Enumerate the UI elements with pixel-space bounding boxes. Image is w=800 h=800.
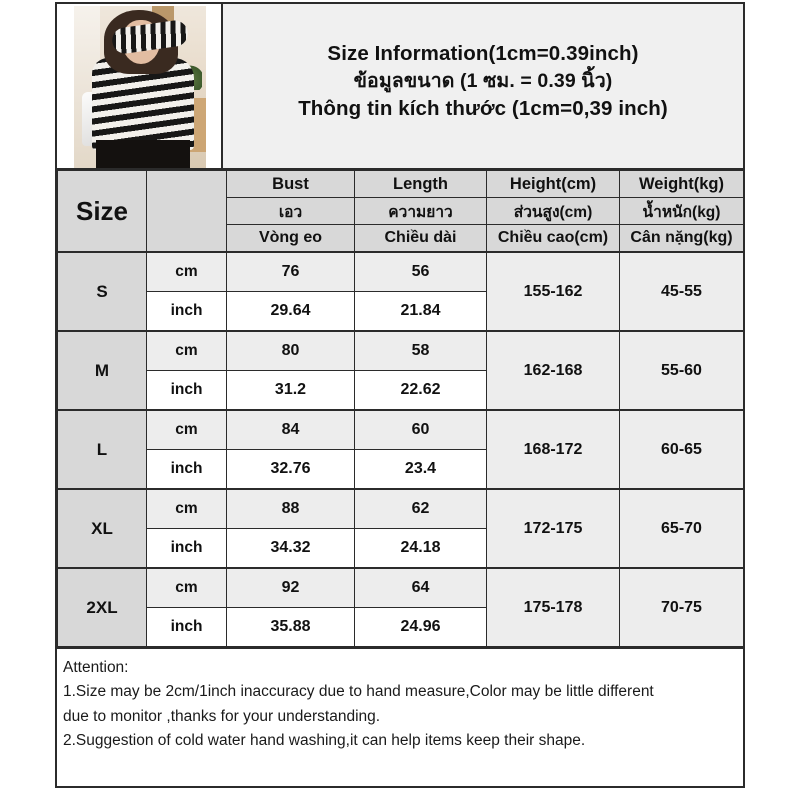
row-length-cm: 60 xyxy=(354,409,487,450)
row-length-inch: 24.18 xyxy=(354,528,487,569)
header-height-th: ส่วนสูง(cm) xyxy=(486,197,620,225)
attention-block: Attention: 1.Size may be 2cm/1inch inacc… xyxy=(57,647,743,761)
row-height: 168-172 xyxy=(486,409,620,490)
table-row: inch 35.88 24.96 xyxy=(58,607,744,647)
row-weight: 45-55 xyxy=(619,251,744,332)
photo-pants xyxy=(96,140,190,168)
row-length-inch: 23.4 xyxy=(354,449,487,490)
row-unit-inch: inch xyxy=(146,370,227,411)
attention-line-2: due to monitor ,thanks for your understa… xyxy=(63,707,381,725)
table-header-row-th: เอว ความยาว ส่วนสูง(cm) น้ำหนัก(kg) xyxy=(58,197,744,225)
title-thai: ข้อมูลขนาด (1 ซม. = 0.39 นิ้ว) xyxy=(353,70,613,93)
table-row: inch 34.32 24.18 xyxy=(58,528,744,569)
row-bust-cm: 80 xyxy=(226,330,355,371)
row-bust-cm: 92 xyxy=(226,567,355,608)
header-weight-th: น้ำหนัก(kg) xyxy=(619,197,744,225)
row-length-cm: 56 xyxy=(354,251,487,292)
row-height: 162-168 xyxy=(486,330,620,411)
row-bust-cm: 84 xyxy=(226,409,355,450)
row-length-inch: 24.96 xyxy=(354,607,487,647)
table-row: 2XL cm 92 64 175-178 70-75 xyxy=(57,567,744,647)
row-unit-cm: cm xyxy=(146,488,227,529)
header-bust-en: Bust xyxy=(226,170,355,198)
size-table: Size Bust Length Height(cm) Weight(kg) เ… xyxy=(57,170,744,647)
header-band: Size Information(1cm=0.39inch) ข้อมูลขนา… xyxy=(57,4,743,170)
row-length-inch: 22.62 xyxy=(354,370,487,411)
row-length-cm: 62 xyxy=(354,488,487,529)
header-weight-en: Weight(kg) xyxy=(619,170,744,198)
row-bust-cm: 76 xyxy=(226,251,355,292)
row-size-label: L xyxy=(57,409,147,490)
header-bust-vi: Vòng eo xyxy=(226,224,355,253)
size-chart-frame: Size Information(1cm=0.39inch) ข้อมูลขนา… xyxy=(55,2,745,788)
row-weight: 60-65 xyxy=(619,409,744,490)
attention-line-3: 2.Suggestion of cold water hand washing,… xyxy=(63,732,586,750)
header-height-vi: Chiều cao(cm) xyxy=(486,224,620,253)
product-photo xyxy=(74,6,206,168)
attention-heading: Attention: xyxy=(63,659,129,676)
row-bust-inch: 31.2 xyxy=(226,370,355,411)
row-unit-inch: inch xyxy=(146,449,227,490)
header-length-en: Length xyxy=(354,170,487,198)
row-unit-cm: cm xyxy=(146,330,227,371)
row-length-cm: 58 xyxy=(354,330,487,371)
table-row: inch 32.76 23.4 xyxy=(58,449,744,490)
table-row: L cm 84 60 168-172 60-65 xyxy=(57,409,744,490)
table-header-row-en: Size Bust Length Height(cm) Weight(kg) xyxy=(57,170,744,253)
row-length-cm: 64 xyxy=(354,567,487,608)
product-photo-cell xyxy=(57,4,223,168)
row-unit-inch: inch xyxy=(146,607,227,647)
row-height: 175-178 xyxy=(486,567,620,647)
table-row: M cm 80 58 162-168 55-60 xyxy=(57,330,744,411)
title-english: Size Information(1cm=0.39inch) xyxy=(327,42,639,65)
header-length-vi: Chiều dài xyxy=(354,224,487,253)
row-size-label: 2XL xyxy=(57,567,147,647)
row-length-inch: 21.84 xyxy=(354,291,487,332)
row-height: 172-175 xyxy=(486,488,620,569)
row-bust-inch: 32.76 xyxy=(226,449,355,490)
title-block: Size Information(1cm=0.39inch) ข้อมูลขนา… xyxy=(223,4,743,168)
row-size-label: M xyxy=(57,330,147,411)
header-height-en: Height(cm) xyxy=(486,170,620,198)
row-weight: 70-75 xyxy=(619,567,744,647)
header-size-label: Size xyxy=(57,170,147,253)
row-unit-cm: cm xyxy=(146,567,227,608)
row-height: 155-162 xyxy=(486,251,620,332)
row-unit-inch: inch xyxy=(146,291,227,332)
row-bust-cm: 88 xyxy=(226,488,355,529)
row-size-label: XL xyxy=(57,488,147,569)
header-bust-th: เอว xyxy=(226,197,355,225)
row-unit-cm: cm xyxy=(146,251,227,292)
header-length-th: ความยาว xyxy=(354,197,487,225)
title-vietnamese: Thông tin kích thước (1cm=0,39 inch) xyxy=(298,97,668,121)
row-bust-inch: 29.64 xyxy=(226,291,355,332)
table-row: inch 31.2 22.62 xyxy=(58,370,744,411)
row-bust-inch: 34.32 xyxy=(226,528,355,569)
row-weight: 65-70 xyxy=(619,488,744,569)
row-unit-cm: cm xyxy=(146,409,227,450)
row-bust-inch: 35.88 xyxy=(226,607,355,647)
table-row: XL cm 88 62 172-175 65-70 xyxy=(57,488,744,569)
table-row: S cm 76 56 155-162 45-55 xyxy=(57,251,744,332)
attention-line-1: 1.Size may be 2cm/1inch inaccuracy due t… xyxy=(63,683,654,701)
row-weight: 55-60 xyxy=(619,330,744,411)
row-unit-inch: inch xyxy=(146,528,227,569)
header-weight-vi: Cân nặng(kg) xyxy=(619,224,744,253)
header-unit-spacer xyxy=(146,170,227,253)
row-size-label: S xyxy=(57,251,147,332)
